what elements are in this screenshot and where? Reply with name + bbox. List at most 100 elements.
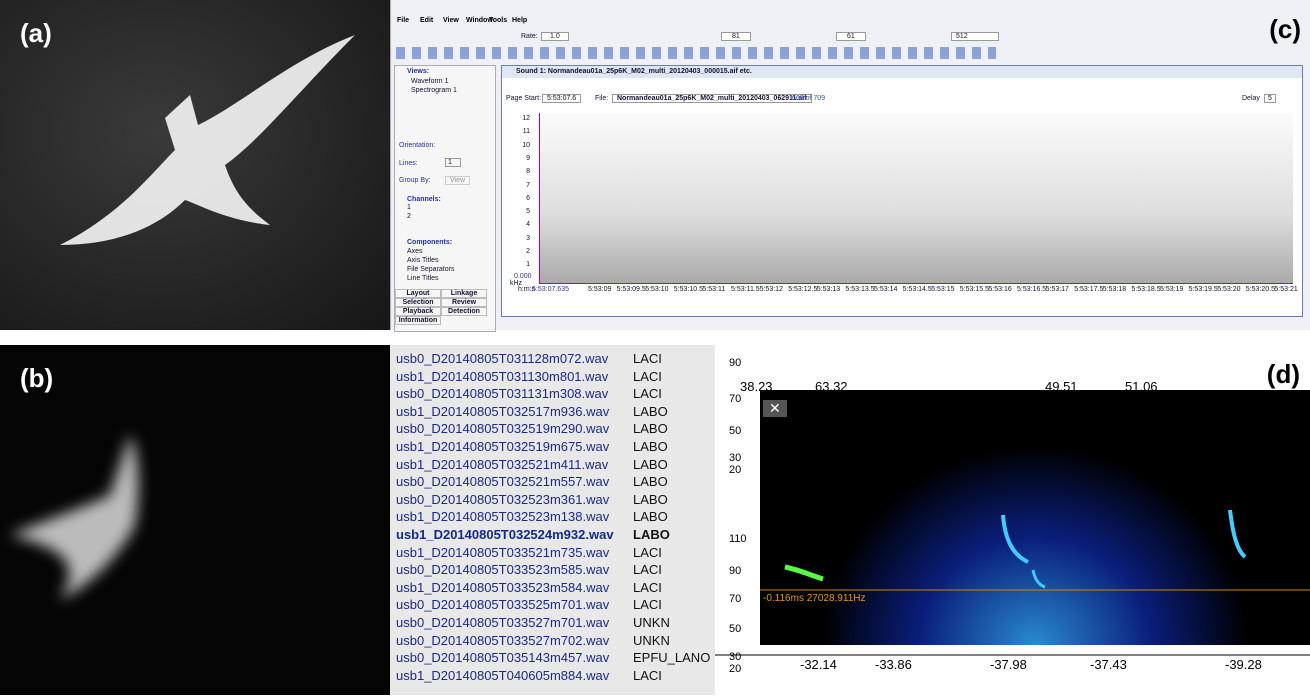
tab[interactable]: Information xyxy=(395,316,441,325)
bat-call-view: ✕ -0.116ms 27028.911Hz (d) 90 70 50 30 20 110 9… xyxy=(715,345,1310,695)
species-label[interactable]: LABO xyxy=(633,456,668,472)
close-button[interactable]: ✕ xyxy=(763,400,787,417)
x-tick-label: 5:53:14 xyxy=(874,286,898,293)
species-label[interactable]: LABO xyxy=(633,527,670,542)
species-label[interactable]: EPFU_LANO xyxy=(633,650,711,666)
component-item[interactable]: Axes xyxy=(407,248,423,255)
file-name[interactable]: usb0_D20140805T033527m701.wav xyxy=(396,615,610,630)
x-tick-label: 5:53:18 xyxy=(1102,286,1127,293)
file-name[interactable]: usb1_D20140805T033523m584.wav xyxy=(396,579,610,595)
channel-item[interactable]: 2 xyxy=(407,213,411,220)
file-name[interactable]: usb1_D20140805T032524m932.wav xyxy=(396,527,614,542)
species-label[interactable]: LACI xyxy=(633,597,662,613)
field[interactable]: View xyxy=(445,176,471,185)
menu-item[interactable]: Window xyxy=(466,17,493,24)
page-start-field[interactable]: 5:53:07.6 xyxy=(542,94,582,103)
menu-item[interactable]: View xyxy=(443,17,459,24)
x-unit: h:m:s xyxy=(518,286,536,293)
file-name[interactable]: usb0_D20140805T031128m072.wav xyxy=(396,351,609,366)
file-name[interactable]: usb1_D20140805T033521m735.wav xyxy=(396,544,610,560)
brightness-field[interactable]: 81 xyxy=(721,32,751,41)
bird-a xyxy=(60,35,355,245)
rate-field[interactable]: 1.0 xyxy=(541,32,569,41)
file-name[interactable]: usb0_D20140805T035143m457.wav xyxy=(396,650,610,666)
menu-item[interactable]: Tools xyxy=(489,17,508,24)
tab[interactable]: Review xyxy=(441,298,487,307)
window-title: Sound 1: Normandeau01a_25p6K_M02_multi_2… xyxy=(502,66,1302,78)
species-label[interactable]: LACI xyxy=(633,351,662,366)
species-label[interactable]: LACI xyxy=(633,386,662,402)
tab[interactable]: Linkage xyxy=(441,289,487,298)
menu-item[interactable]: Edit xyxy=(420,17,434,24)
file-name[interactable]: usb1_D20140805T032521m411.wav xyxy=(396,456,609,472)
rate-label: Rate: xyxy=(521,33,538,40)
species-label[interactable]: LABO xyxy=(633,421,668,437)
measurement: 38.23 xyxy=(740,379,773,394)
component-item[interactable]: Axis Titles xyxy=(407,257,439,264)
species-label[interactable]: LACI xyxy=(633,544,662,560)
measurement: -33.86 xyxy=(875,657,912,672)
file-name[interactable]: usb0_D20140805T032521m557.wav xyxy=(396,474,610,490)
measurement: -32.14 xyxy=(800,657,837,672)
file-name[interactable]: usb1_D20140805T040605m884.wav xyxy=(396,667,610,683)
file-name[interactable]: usb1_D20140805T032519m675.wav xyxy=(396,439,610,454)
file-field[interactable]: Normandeau01a_25p6K_M02_multi_20120403_0… xyxy=(612,94,812,103)
species-label[interactable]: LABO xyxy=(633,439,668,454)
species-label[interactable]: LABO xyxy=(633,509,668,525)
axis-label: 70 xyxy=(729,393,742,405)
tab[interactable]: Layout xyxy=(395,289,441,298)
section-title: Views: xyxy=(407,68,430,75)
species-label[interactable]: LACI xyxy=(633,562,662,578)
left-pane: Views: Waveform 1 Spectrogram 1 Orientation… xyxy=(394,65,496,332)
axis-label: 20 xyxy=(729,663,742,675)
contrast-field[interactable]: 61 xyxy=(836,32,866,41)
file-name[interactable]: usb0_D20140805T032519m290.wav xyxy=(396,421,610,437)
file-name[interactable]: usb0_D20140805T033527m702.wav xyxy=(396,632,610,648)
file-name[interactable]: usb1_D20140805T032517m936.wav xyxy=(396,403,610,419)
component-item[interactable]: File Separators xyxy=(407,266,455,273)
menu-item[interactable]: Help xyxy=(512,17,528,24)
view-item[interactable]: Spectrogram 1 xyxy=(411,87,457,94)
file-name[interactable]: usb0_D20140805T033523m585.wav xyxy=(396,562,610,578)
tab[interactable]: Detection xyxy=(441,307,487,316)
component-item[interactable]: Line Titles xyxy=(407,275,439,282)
view-item[interactable]: Waveform 1 xyxy=(411,78,449,85)
bird-silhouette xyxy=(60,35,355,245)
tab[interactable]: Selection xyxy=(395,298,441,307)
measurement: -37.98 xyxy=(990,657,1027,672)
x-tick-label: 5:53:13 xyxy=(816,286,841,293)
menu-item[interactable]: File xyxy=(397,17,410,24)
species-label[interactable]: LABO xyxy=(633,491,668,507)
axis-label: 20 xyxy=(729,464,742,476)
file-name[interactable]: usb0_D20140805T031131m308.wav xyxy=(396,386,609,402)
species-label[interactable]: LACI xyxy=(633,667,662,683)
x-tick-label: 5:53:09 xyxy=(588,286,612,293)
channel-item[interactable]: 1 xyxy=(407,204,411,211)
axis-label: 30 xyxy=(729,452,742,464)
file-name[interactable]: usb1_D20140805T031130m801.wav xyxy=(396,368,609,384)
tab[interactable]: Playback xyxy=(395,307,441,316)
page-start-label: Page Start: xyxy=(506,95,542,102)
calls xyxy=(715,509,1310,656)
measurement: -39.28 xyxy=(1225,657,1262,672)
x-tick-label: 5:53:12.5 xyxy=(788,286,818,293)
species-label[interactable]: UNKN xyxy=(633,615,670,630)
measurement: 63.32 xyxy=(815,379,848,394)
file-name[interactable]: usb0_D20140805T033525m701.wav xyxy=(396,597,610,613)
section-title: Components: xyxy=(407,239,453,246)
species-label[interactable]: LABO xyxy=(633,474,668,490)
panel-label: (c) xyxy=(1269,14,1301,44)
size-field[interactable]: 512 xyxy=(951,32,999,41)
species-label[interactable]: UNKN xyxy=(633,632,670,648)
x-tick-label: 5:53:10 xyxy=(645,286,669,293)
file-name[interactable]: usb0_D20140805T032523m361.wav xyxy=(396,491,610,507)
field[interactable]: 1 xyxy=(445,158,461,167)
call xyxy=(1228,509,1247,559)
delay-field[interactable]: 5 xyxy=(1264,94,1276,103)
species-label[interactable]: LACI xyxy=(633,368,662,384)
species-label[interactable]: LABO xyxy=(633,403,668,419)
file-name[interactable]: usb1_D20140805T032523m138.wav xyxy=(396,509,610,525)
file-label: File: xyxy=(595,95,609,102)
axis-label: 90 xyxy=(729,357,742,369)
species-label[interactable]: LACI xyxy=(633,579,662,595)
